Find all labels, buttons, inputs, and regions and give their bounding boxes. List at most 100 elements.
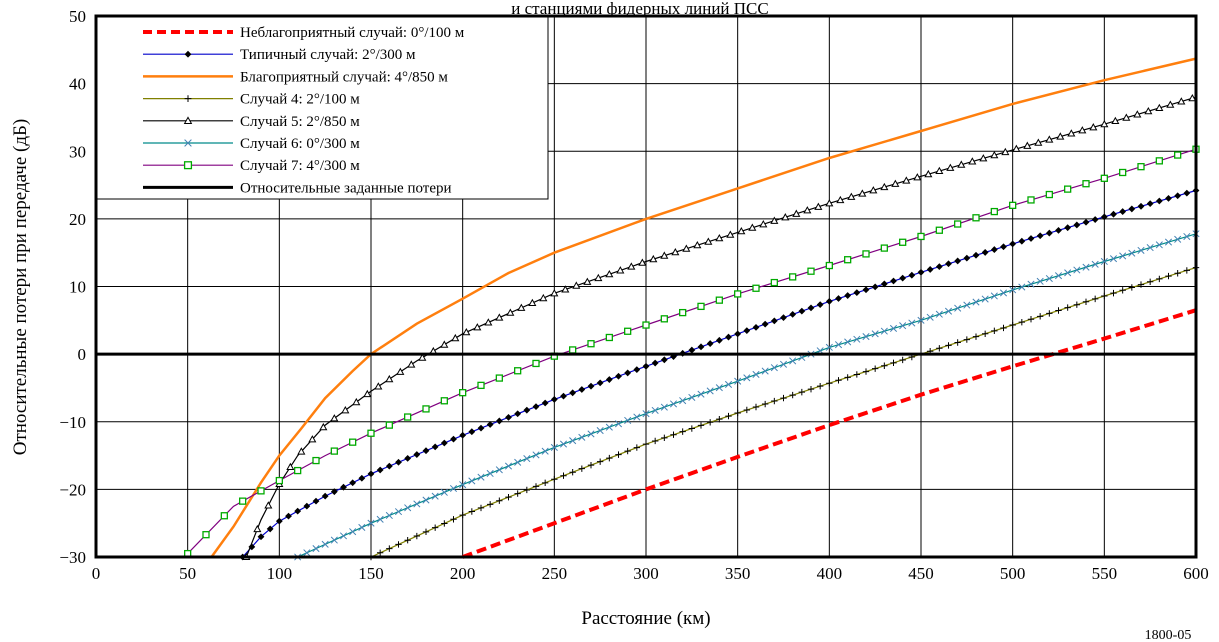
series-marker: [1009, 321, 1016, 329]
series-marker: [285, 512, 292, 520]
y-tick-label: 30: [69, 142, 86, 161]
series-marker: [917, 268, 925, 276]
series-marker: [1009, 240, 1017, 248]
series-marker: [422, 405, 430, 413]
series-marker: [871, 330, 879, 338]
series-marker: [862, 332, 870, 341]
series-marker: [935, 263, 943, 271]
series-marker: [583, 277, 592, 285]
series-marker: [374, 382, 383, 390]
series-marker: [926, 266, 934, 273]
series-marker: [376, 466, 384, 474]
series-marker: [395, 458, 402, 466]
series-marker: [202, 531, 210, 539]
series-marker: [468, 428, 476, 436]
series-marker: [587, 461, 595, 469]
series-marker: [1119, 168, 1127, 177]
series-marker: [1155, 197, 1163, 205]
series-marker: [1064, 269, 1072, 277]
series-marker: [1183, 232, 1191, 241]
series-marker: [862, 250, 870, 258]
series-marker: [1054, 272, 1063, 280]
series-marker: [697, 302, 705, 311]
series-marker: [1027, 196, 1035, 204]
series-marker: [440, 488, 448, 496]
series-marker: [642, 362, 650, 370]
x-tick-label: 0: [92, 564, 101, 583]
series-marker: [917, 232, 925, 241]
series-marker: [633, 444, 641, 451]
x-tick-label: 150: [358, 564, 384, 583]
series-marker: [495, 374, 503, 382]
series-marker: [312, 544, 320, 553]
series-marker: [1164, 238, 1173, 246]
series-marker: [404, 413, 412, 421]
y-tick-label: 10: [69, 278, 86, 297]
series-marker: [1119, 208, 1127, 215]
series-marker: [924, 169, 933, 178]
series-marker: [1100, 213, 1108, 221]
series-marker: [449, 484, 458, 493]
series-marker: [239, 497, 247, 505]
series-marker: [1082, 263, 1090, 271]
series-marker: [862, 286, 870, 294]
series-marker: [407, 360, 416, 368]
series-marker: [468, 477, 476, 485]
y-tick-label: 0: [78, 345, 87, 364]
x-axis-label: Расстояние (км): [581, 608, 710, 629]
series-marker: [266, 525, 274, 533]
series-marker: [312, 456, 320, 465]
series-marker: [418, 353, 427, 361]
series-marker: [431, 524, 439, 531]
series-marker: [413, 532, 421, 540]
series-marker: [1100, 119, 1109, 128]
series-marker: [605, 376, 613, 383]
series-marker: [550, 443, 558, 452]
series-marker: [294, 466, 302, 475]
series-marker: [349, 528, 357, 536]
series-marker: [495, 466, 503, 474]
series-marker: [606, 454, 613, 462]
series-marker: [734, 409, 741, 417]
series-marker: [605, 333, 613, 342]
series-marker: [459, 511, 466, 519]
series-marker: [363, 389, 372, 398]
y-tick-label: −10: [59, 413, 86, 432]
series-marker: [913, 173, 922, 181]
series-marker: [649, 254, 658, 263]
series-marker: [286, 462, 295, 470]
series-marker: [605, 423, 613, 431]
series-marker: [1046, 310, 1053, 317]
series-marker: [1012, 144, 1021, 152]
series-marker: [441, 520, 448, 527]
series-marker: [1056, 132, 1065, 140]
series-marker: [523, 486, 531, 494]
series-marker: [743, 327, 751, 334]
series-marker: [780, 314, 787, 322]
series-marker: [798, 388, 806, 396]
series-marker: [596, 379, 604, 387]
series-marker: [704, 237, 713, 245]
series-marker: [899, 274, 907, 282]
series-marker: [1064, 185, 1072, 193]
series-marker: [807, 267, 815, 275]
series-marker: [1137, 163, 1145, 171]
x-tick-label: 500: [1000, 564, 1026, 583]
series-marker: [1128, 205, 1136, 213]
series-marker: [308, 435, 317, 443]
series-marker: [404, 504, 412, 512]
series-marker: [385, 374, 394, 383]
y-axis-label: Относительные потери при передаче (дБ): [10, 119, 31, 456]
series-marker: [1133, 110, 1142, 118]
series-marker: [319, 422, 328, 431]
series-marker: [358, 474, 366, 482]
series-line: [297, 233, 1197, 558]
series-marker: [385, 462, 393, 470]
series-marker: [651, 437, 659, 445]
series-marker: [1144, 106, 1153, 115]
series-marker: [651, 406, 659, 414]
series-marker: [477, 504, 485, 512]
series-marker: [990, 207, 998, 216]
series-marker: [761, 400, 769, 408]
series-marker: [1109, 255, 1118, 263]
